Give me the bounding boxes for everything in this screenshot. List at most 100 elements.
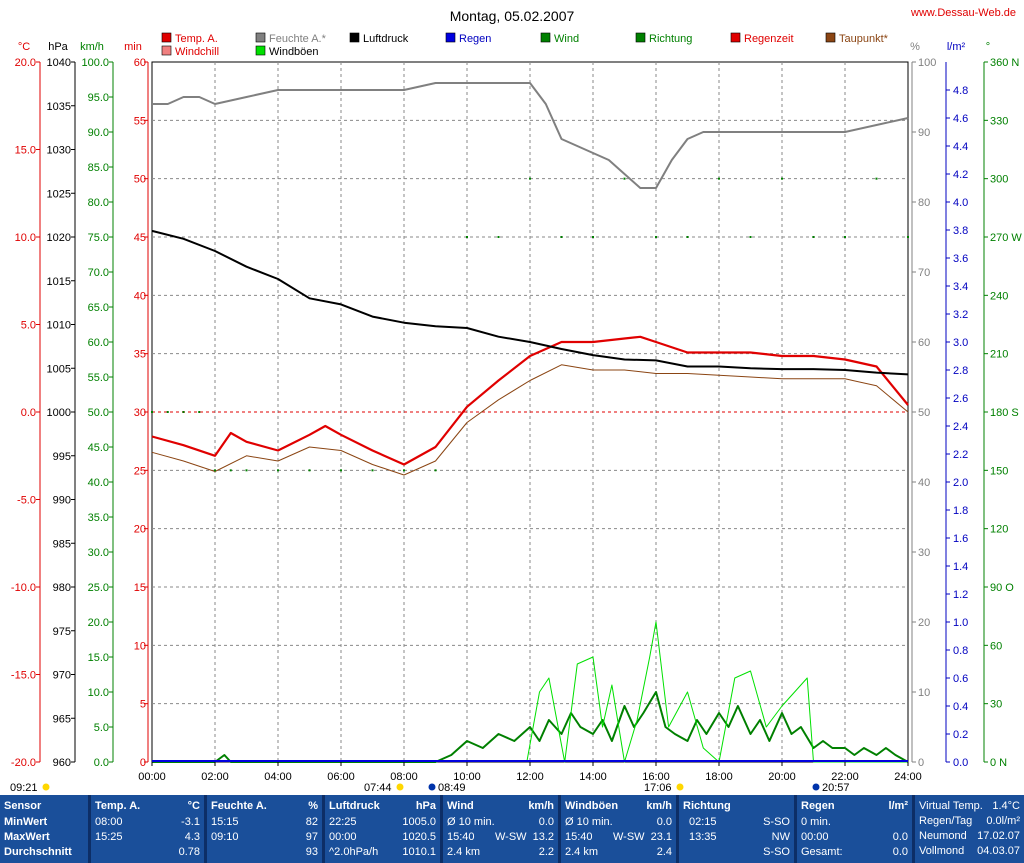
- time-tick-label: 20:00: [768, 771, 796, 783]
- stats-temp-unit: °C: [187, 800, 200, 812]
- wind-tick-label: 0.0: [94, 757, 109, 769]
- legend-swatch: [825, 32, 836, 43]
- direction-tick-label: 270 W: [990, 232, 1022, 244]
- stats-regen-header: Regen: [801, 800, 835, 812]
- humidity-tick-label: 0: [918, 757, 924, 769]
- time-tick-label: 10:00: [453, 771, 481, 783]
- pressure-tick-label: 1010: [47, 320, 71, 332]
- stats-value: 1.4°C: [992, 800, 1020, 812]
- time-tick-label: 08:00: [390, 771, 418, 783]
- direction-tick-label: 0 N: [990, 757, 1007, 769]
- legend-swatch: [445, 32, 456, 43]
- richtung-point: [340, 469, 342, 472]
- time-tick-label: 00:00: [138, 771, 166, 783]
- legend-swatch: [540, 32, 551, 43]
- legend-label: Regen: [459, 33, 491, 45]
- temp-tick-label: -10.0: [11, 582, 36, 594]
- richtung-point: [214, 469, 216, 472]
- temp-tick-label: -20.0: [11, 757, 36, 769]
- time-axis: 00:00 02:00 04:00 06:00 08:00 10:00 12:00 14:00…: [138, 762, 922, 783]
- moon-icon: [812, 783, 820, 791]
- legend: Temp. A.Windchill Feuchte A.*Windböen Luft…: [161, 32, 889, 58]
- wind-tick-label: 90.0: [88, 127, 109, 139]
- pressure-tick-label: 960: [53, 757, 71, 769]
- rain-tick-label: 4.6: [953, 113, 968, 125]
- axis-unit-label: l/m²: [947, 41, 966, 53]
- richtung-point: [466, 236, 468, 238]
- moon-icon: [428, 783, 436, 791]
- wind-tick-label: 65.0: [88, 302, 109, 314]
- richtung-point: [308, 469, 311, 472]
- sun-icon: [396, 783, 404, 791]
- legend-label: Regenzeit: [744, 33, 794, 45]
- pressure-tick-label: 970: [53, 670, 71, 682]
- stats-luftdruck-unit: hPa: [415, 800, 436, 812]
- humidity-tick-label: 50: [918, 407, 930, 419]
- axis-unit-label: °: [986, 41, 990, 53]
- stats-value: Regen/Tag: [919, 815, 973, 827]
- stats-value: 00:00: [801, 831, 829, 843]
- rain-tick-label: 3.4: [953, 281, 968, 293]
- stats-value: 13.2: [532, 831, 554, 843]
- axes: 20.015.010.05.00.0-5.0-10.0-15.0-20.0104…: [11, 57, 1022, 769]
- stats-wind-unit: km/h: [528, 800, 554, 812]
- stats-value: 0.0l/m²: [986, 815, 1020, 827]
- pressure-tick-label: 1000: [47, 407, 71, 419]
- humidity-tick-label: 90: [918, 127, 930, 139]
- stats-value: 97: [305, 831, 318, 843]
- richtung-point: [151, 411, 153, 413]
- stats-value: -3.1: [181, 816, 200, 828]
- time-tick-label: 16:00: [642, 771, 670, 783]
- stats-wind-header: Wind: [447, 800, 474, 812]
- rain-tick-label: 3.8: [953, 225, 968, 237]
- stats-value: 15:40: [565, 831, 593, 843]
- rain-tick-label: 1.8: [953, 505, 968, 517]
- stats-value: S-SO: [763, 816, 790, 828]
- richtung-point: [434, 469, 437, 472]
- rain-tick-label: 2.2: [953, 449, 968, 461]
- sun-moon-time: 17:06: [644, 782, 672, 794]
- stats-value: 1020.5: [402, 831, 436, 843]
- minutes-tick-label: 45: [134, 232, 146, 244]
- richtung-point: [812, 236, 815, 238]
- wind-tick-label: 30.0: [88, 547, 109, 559]
- richtung-point: [844, 236, 846, 238]
- rain-tick-label: 0.6: [953, 673, 968, 685]
- sun-icon: [676, 783, 684, 791]
- temp-tick-label: 0.0: [21, 407, 36, 419]
- rain-tick-label: 4.4: [953, 141, 968, 153]
- humidity-tick-label: 40: [918, 477, 930, 489]
- richtung-point: [229, 469, 232, 472]
- temp-tick-label: 20.0: [15, 57, 36, 69]
- legend-swatch: [730, 32, 741, 43]
- series-luftdruck-line: [151, 229, 909, 376]
- stats-regen-unit: l/m²: [888, 800, 908, 812]
- direction-tick-label: 240: [990, 290, 1008, 302]
- time-tick-label: 04:00: [264, 771, 292, 783]
- humidity-tick-label: 60: [918, 337, 930, 349]
- sun-icon: [42, 783, 50, 791]
- legend-label: Temp. A.: [175, 33, 218, 45]
- wind-tick-label: 40.0: [88, 477, 109, 489]
- richtung-point: [560, 236, 563, 238]
- rain-tick-label: 4.8: [953, 85, 968, 97]
- temp-tick-label: -15.0: [11, 670, 36, 682]
- sun-moon-time: 08:49: [438, 782, 466, 794]
- direction-tick-label: 210: [990, 349, 1008, 361]
- wind-tick-label: 50.0: [88, 407, 109, 419]
- website-link[interactable]: www.Dessau-Web.de: [910, 7, 1016, 19]
- wind-tick-label: 20.0: [88, 617, 109, 629]
- stats-value: 15:15: [211, 816, 239, 828]
- stats-luftdruck: Luftdruck hPa 22:25 1005.0 00:00 1020.5 ^2.…: [325, 795, 440, 863]
- stats-regen: Regen l/m² 0 min. 00:00 0.0 Gesamt: 0.0: [797, 795, 912, 863]
- sun-moon-markers: 09:21 07:44 08:49 17:06 20:57: [10, 782, 850, 794]
- richtung-point: [245, 469, 248, 472]
- pressure-tick-label: 1015: [47, 276, 71, 288]
- sun-moon-time: 20:57: [822, 782, 850, 794]
- richtung-point: [403, 469, 405, 472]
- pressure-tick-label: 1035: [47, 101, 71, 113]
- rain-tick-label: 2.4: [953, 421, 968, 433]
- wind-tick-label: 80.0: [88, 197, 109, 209]
- legend-swatch: [161, 32, 172, 43]
- axis-unit-label: %: [910, 41, 920, 53]
